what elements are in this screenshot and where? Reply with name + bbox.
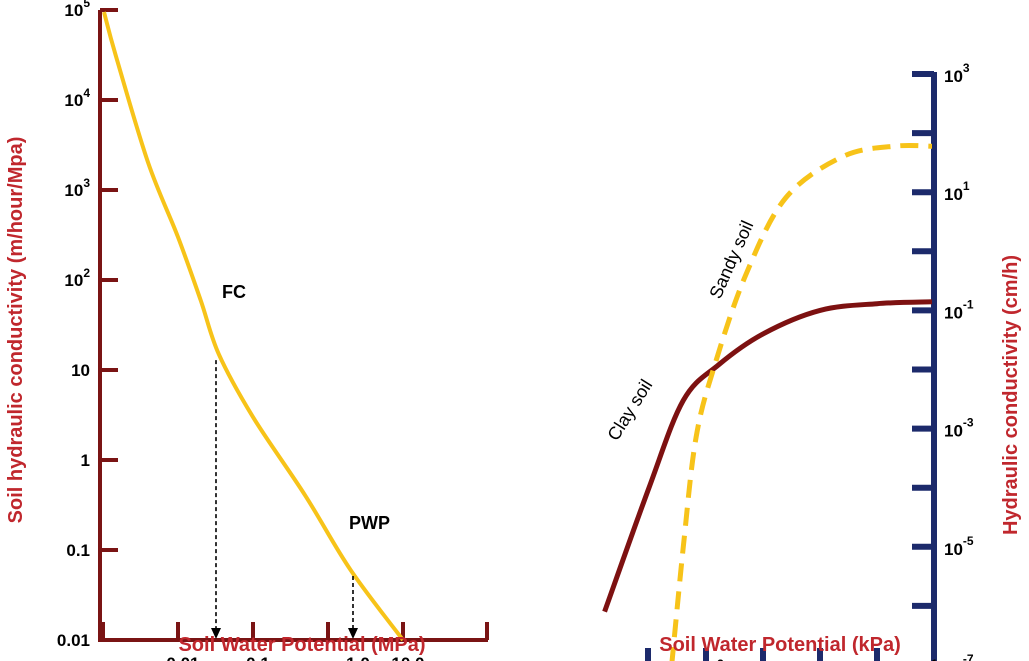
sandy-soil-curve	[669, 142, 933, 661]
left-conductivity-curve	[102, 11, 405, 642]
left-x-tick-label: −1.0	[336, 654, 370, 661]
clay-soil-curve	[602, 299, 933, 613]
left-y-axis-title: Soil hydraulic conductivity (m/hour/Mpa)	[5, 137, 27, 524]
left-y-tick-label: 1	[81, 451, 90, 470]
right-x-axis-title: Soil Water Potential (kPa)	[659, 634, 901, 656]
right-y-tick-label: 10-7	[944, 652, 974, 661]
left-markers: FC PWP	[211, 282, 390, 639]
left-x-axis-title: Soil Water Potential (MPa)	[178, 634, 425, 656]
left-y-tick-label: 0.1	[66, 541, 90, 560]
right-y-tick-label: 10-3	[944, 416, 974, 441]
right-y-ticks: 10-7 10-5 10-3 10-1 101 103	[912, 61, 974, 661]
sandy-soil-label: Sandy soil	[705, 218, 757, 302]
left-x-ticks: −0.01 −0.1 −1.0 −10.0	[101, 622, 489, 661]
fc-marker-arrowhead	[211, 628, 221, 639]
left-y-tick-label: 10	[71, 361, 90, 380]
left-chart: 0.01 0.1 1 10 102 103 104 105 −0.01 −0.1 −1.0 −10.…	[5, 0, 489, 661]
clay-soil-label: Clay soil	[603, 376, 656, 444]
left-y-tick-label: 103	[64, 176, 90, 200]
left-y-tick-label: 102	[64, 266, 90, 290]
left-y-ticks: 0.01 0.1 1 10 102 103 104 105	[57, 0, 118, 650]
right-y-tick-label: 10-1	[944, 297, 974, 322]
left-y-tick-label: 105	[64, 0, 90, 20]
left-x-tick-label: −0.01	[156, 654, 199, 661]
right-y-tick-label: 103	[944, 61, 970, 86]
right-y-tick-label: 101	[944, 179, 970, 204]
left-y-tick-label: 104	[64, 86, 90, 110]
fc-annotation: FC	[222, 282, 246, 302]
right-y-tick-label: 10-5	[944, 534, 974, 559]
right-x-tick-label: −10-1	[898, 657, 938, 661]
left-y-tick-label: 0.01	[57, 631, 90, 650]
left-x-tick-label: −10.0	[381, 654, 424, 661]
right-y-axis-title: Hydraulic conductivity (cm/h)	[1000, 255, 1022, 535]
left-x-tick-label: −0.1	[236, 654, 270, 661]
pwp-annotation: PWP	[349, 513, 390, 533]
pwp-marker-arrowhead	[348, 628, 358, 639]
